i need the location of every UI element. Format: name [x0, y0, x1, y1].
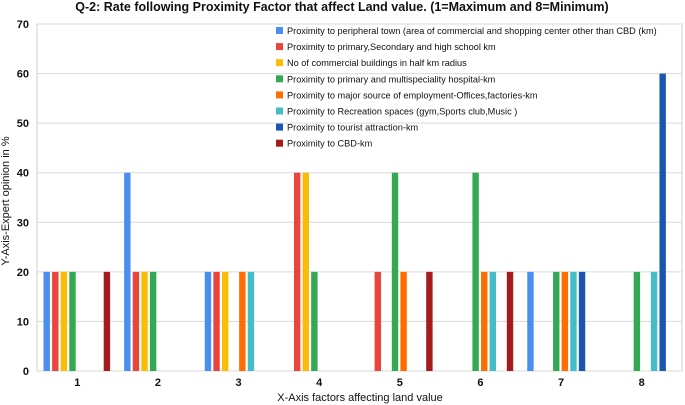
bar-cat6-series8 [506, 271, 514, 371]
bar-cat4-series2 [293, 172, 301, 371]
y-tick-label-20: 20 [17, 267, 29, 279]
bar-cat7-series6 [570, 271, 577, 371]
bar-cat1-series8 [103, 271, 111, 371]
legend-swatch-3 [276, 59, 283, 67]
bar-cat1-series1 [43, 271, 50, 371]
bar-cat5-series8 [426, 271, 433, 371]
x-tick-label-7: 7 [558, 377, 564, 389]
bar-cat6-series6 [489, 271, 497, 371]
bar-cat3-series3 [221, 271, 229, 371]
bar-cat4-series4 [311, 271, 318, 371]
x-tick-label-6: 6 [477, 377, 483, 389]
y-tick-label-60: 60 [17, 69, 29, 81]
bar-cat6-series4 [472, 172, 479, 371]
legend-entry-7: Proximity to tourist attraction-km [287, 123, 419, 133]
bar-cat1-series3 [60, 271, 68, 371]
legend-swatch-4 [276, 75, 283, 83]
bar-cat5-series4 [391, 172, 399, 371]
bar-cat7-series5 [561, 271, 569, 371]
legend-swatch-2 [276, 43, 283, 51]
y-tick-label-30: 30 [17, 217, 29, 229]
chart-title: Q-2: Rate following Proximity Factor tha… [75, 0, 608, 14]
bar-cat5-series2 [374, 271, 381, 371]
bar-cat4-series3 [302, 172, 309, 371]
legend-entry-4: Proximity to primary and multispeciality… [287, 74, 496, 84]
bar-cat7-series4 [553, 271, 560, 371]
y-tick-label-70: 70 [17, 19, 29, 31]
legend-entry-8: Proximity to CBD-km [287, 139, 373, 149]
bar-cat1-series2 [52, 271, 59, 371]
bar-cat8-series7 [659, 73, 666, 372]
bar-cat3-series2 [213, 271, 220, 371]
legend-swatch-7 [276, 123, 283, 131]
bar-cat2-series4 [149, 271, 157, 371]
y-axis-label: Y-Axis-Expert opinion in % [0, 136, 12, 265]
x-axis-label: X-Axis factors affecting land value [277, 392, 443, 404]
legend-entry-5: Proximity to major source of employment-… [287, 90, 538, 100]
bar-cat7-series7 [578, 271, 586, 371]
bar-cat2-series3 [141, 271, 148, 371]
legend-swatch-1 [276, 27, 283, 34]
legend-entry-1: Proximity to peripheral town (area of co… [287, 26, 657, 36]
bar-cat3-series1 [204, 271, 212, 371]
bar-cat7-series1 [527, 271, 534, 371]
bars [43, 73, 666, 372]
legend-swatch-5 [276, 91, 283, 99]
bar-cat8-series6 [650, 271, 658, 371]
y-tick-label-40: 40 [17, 168, 29, 180]
x-tick-label-8: 8 [639, 377, 645, 389]
y-tick-label-0: 0 [23, 366, 29, 378]
y-tick-label-10: 10 [17, 316, 29, 328]
bar-cat2-series2 [132, 271, 140, 371]
x-tick-label-4: 4 [316, 377, 323, 389]
legend: Proximity to peripheral town (area of co… [276, 26, 657, 149]
x-tick-label-2: 2 [155, 377, 161, 389]
legend-entry-6: Proximity to Recreation spaces (gym,Spor… [287, 107, 517, 117]
legend-entry-2: Proximity to primary,Secondary and high … [287, 42, 496, 52]
x-tick-label-3: 3 [236, 377, 242, 389]
legend-entry-3: No of commercial buildings in half km ra… [287, 58, 467, 68]
bar-cat3-series5 [239, 271, 246, 371]
bar-cat5-series5 [400, 271, 407, 371]
bar-cat3-series6 [247, 271, 255, 371]
bar-cat8-series4 [633, 271, 641, 371]
legend-swatch-6 [276, 107, 283, 115]
bar-cat1-series4 [69, 271, 76, 371]
tick-labels: 0 10 20 30 40 50 60 70 1 2 3 4 5 6 7 8 [17, 19, 645, 389]
bar-cat2-series1 [124, 172, 131, 371]
x-tick-label-5: 5 [397, 377, 403, 389]
y-tick-label-50: 50 [17, 118, 29, 130]
legend-swatch-8 [276, 139, 283, 147]
bar-cat6-series5 [481, 271, 488, 371]
x-tick-label-1: 1 [74, 377, 80, 389]
